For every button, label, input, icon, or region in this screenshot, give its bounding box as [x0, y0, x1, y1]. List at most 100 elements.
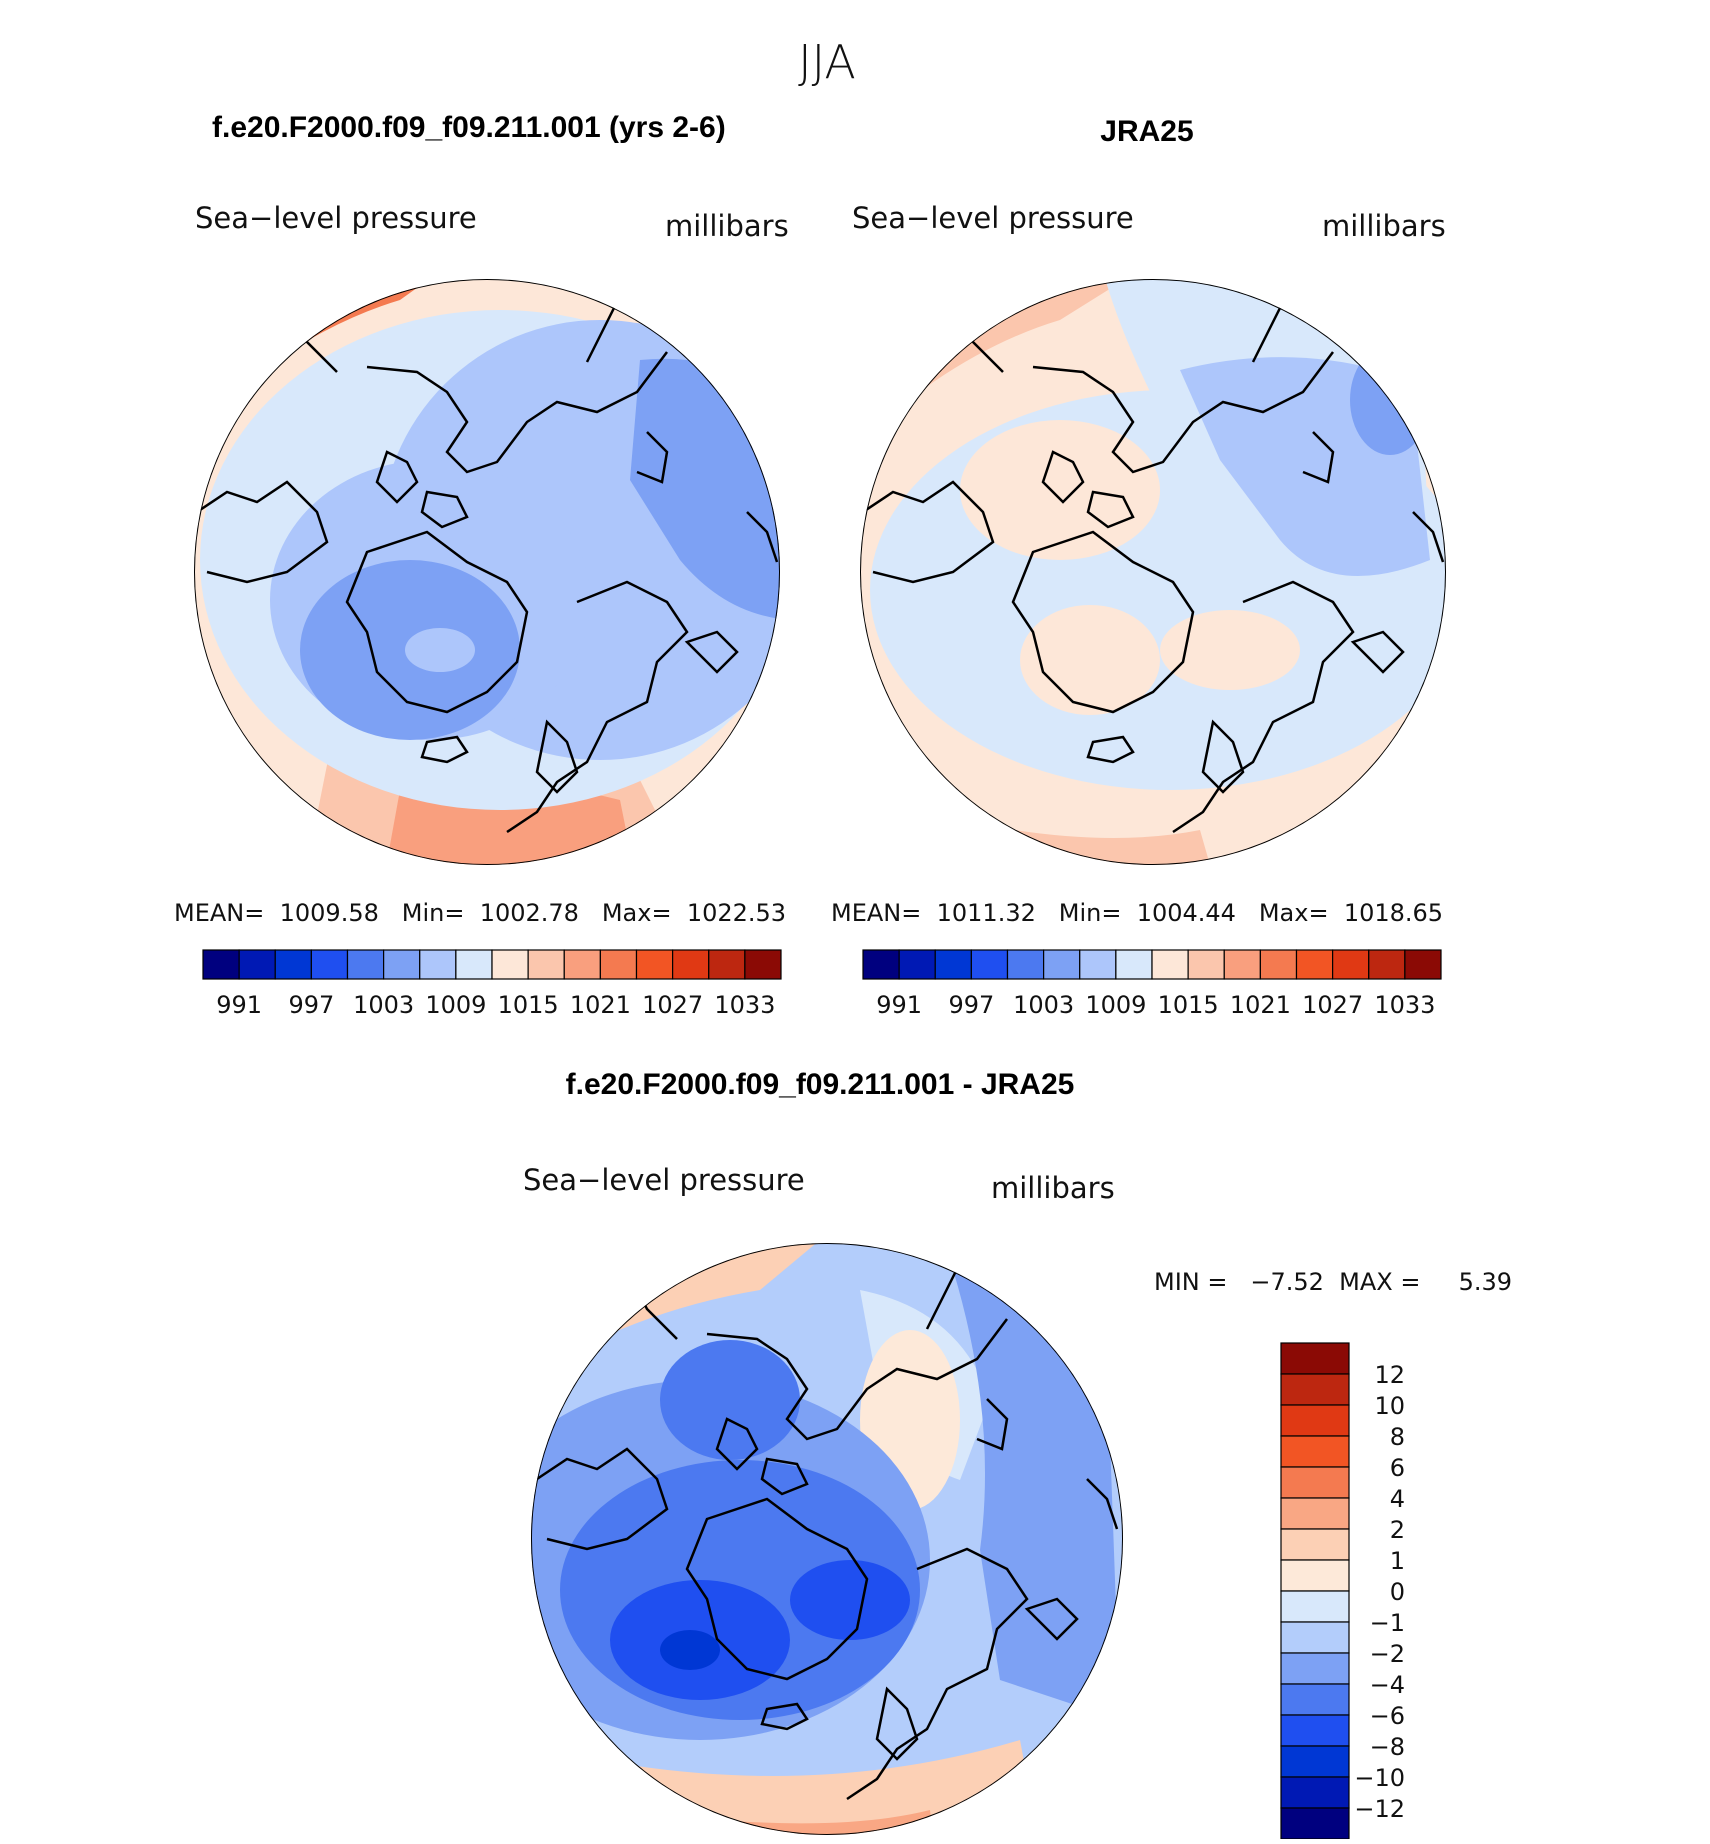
panel-model-title: f.e20.F2000.f09_f09.211.001 (yrs 2-6) [212, 111, 726, 144]
panel-model-map [194, 279, 780, 865]
model-colorbar-swatch-13 [672, 949, 710, 980]
obs-colorbar-swatch-1 [898, 949, 936, 980]
model-colorbar-swatch-1 [238, 949, 276, 980]
obs-colorbar-tick-label: 1003 [1013, 991, 1074, 1019]
obs-colorbar-swatch-8 [1151, 949, 1189, 980]
diff-colorbar-swatch-1 [1280, 1373, 1350, 1406]
panel-obs: JRA25 Sea−level pressure millibars MEAN=… [831, 115, 1446, 1019]
model-colorbar-swatch-6 [419, 949, 457, 980]
model-colorbar-swatch-9 [527, 949, 565, 980]
model-colorbar-tick-label: 1033 [714, 991, 775, 1019]
model-colorbar-tick-label: 991 [216, 991, 262, 1019]
diff-colorbar-swatch-11 [1280, 1683, 1350, 1716]
model-colorbar-tick-label: 1027 [642, 991, 703, 1019]
panel-obs-colorbar: 991 997 1003 1009 1015 1021 1027 1033 [862, 949, 1442, 1019]
diff-colorbar-tick-label: −8 [1370, 1733, 1405, 1761]
diff-colorbar-swatch-9 [1280, 1621, 1350, 1654]
panel-diff-units-label: millibars [991, 1171, 1115, 1205]
panel-obs-title: JRA25 [1100, 115, 1193, 148]
model-colorbar-tick-label: 1003 [353, 991, 414, 1019]
diff-colorbar-tick-label: 10 [1374, 1392, 1405, 1420]
obs-colorbar-swatch-5 [1043, 949, 1081, 980]
diff-colorbar-swatch-4 [1280, 1466, 1350, 1499]
diff-colorbar-tick-label: −6 [1370, 1702, 1405, 1730]
season-title: JJA [798, 35, 856, 89]
obs-colorbar-tick-label: 1033 [1374, 991, 1435, 1019]
diff-colorbar-swatch-8 [1280, 1590, 1350, 1623]
diff-colorbar-tick-label: −2 [1370, 1640, 1405, 1668]
model-colorbar-swatch-15 [744, 949, 782, 980]
obs-colorbar-swatch-3 [970, 949, 1009, 980]
model-colorbar-tick-label: 1009 [425, 991, 486, 1019]
model-colorbar-swatch-2 [274, 949, 312, 980]
panel-diff-field-label: Sea−level pressure [523, 1163, 805, 1197]
obs-colorbar-swatch-15 [1404, 949, 1442, 980]
diff-colorbar-swatch-2 [1280, 1404, 1350, 1437]
diff-colorbar-tick-label: 6 [1390, 1454, 1405, 1482]
diff-colorbar-tick-label: −4 [1370, 1671, 1405, 1699]
model-colorbar-swatch-8 [491, 949, 529, 980]
obs-colorbar-swatch-9 [1187, 949, 1225, 980]
diff-colorbar-swatch-12 [1280, 1714, 1350, 1747]
panel-diff-stats: MIN = −7.52 MAX = 5.39 [1154, 1268, 1512, 1296]
diff-colorbar-tick-label: −12 [1354, 1795, 1405, 1823]
diff-colorbar-swatch-3 [1280, 1435, 1350, 1468]
model-colorbar-swatch-10 [563, 949, 601, 980]
diff-colorbar-tick-label: 8 [1390, 1423, 1405, 1451]
panel-obs-map [860, 279, 1446, 865]
obs-colorbar-tick-label: 1021 [1230, 991, 1291, 1019]
diff-colorbar-tick-label: 4 [1390, 1485, 1405, 1513]
model-colorbar-swatch-3 [310, 949, 349, 980]
diff-colorbar-swatch-6 [1280, 1528, 1350, 1561]
diff-colorbar-swatch-0 [1280, 1342, 1350, 1375]
obs-colorbar-swatch-4 [1006, 949, 1045, 980]
panel-model-colorbar: 991 997 1003 1009 1015 1021 1027 1033 [202, 949, 782, 1019]
obs-colorbar-tick-label: 991 [876, 991, 922, 1019]
model-colorbar-swatch-0 [202, 949, 240, 980]
diff-colorbar-swatch-14 [1280, 1776, 1350, 1809]
panel-diff-map [531, 1243, 1123, 1835]
obs-colorbar-swatch-12 [1295, 949, 1334, 980]
model-colorbar-swatch-12 [635, 949, 674, 980]
obs-colorbar-swatch-6 [1079, 949, 1117, 980]
diff-colorbar-swatch-7 [1280, 1559, 1350, 1592]
obs-colorbar-swatch-7 [1115, 949, 1153, 980]
model-colorbar-tick-label: 1015 [498, 991, 559, 1019]
panel-obs-stats: MEAN= 1011.32 Min= 1004.44 Max= 1018.65 [831, 899, 1443, 927]
diff-colorbar-tick-label: 0 [1390, 1578, 1405, 1606]
model-colorbar-swatch-4 [346, 949, 385, 980]
obs-colorbar-swatch-13 [1332, 949, 1370, 980]
panel-diff-title: f.e20.F2000.f09_f09.211.001 - JRA25 [566, 1068, 1075, 1101]
model-colorbar-tick-label: 997 [288, 991, 334, 1019]
model-colorbar-tick-label: 1021 [570, 991, 631, 1019]
obs-colorbar-swatch-0 [862, 949, 900, 980]
model-colorbar-swatch-7 [455, 949, 493, 980]
panel-model-field-label: Sea−level pressure [195, 201, 477, 235]
obs-colorbar-tick-label: 1027 [1302, 991, 1363, 1019]
diff-colorbar-swatch-5 [1280, 1497, 1350, 1530]
obs-colorbar-tick-label: 997 [948, 991, 994, 1019]
model-colorbar-swatch-11 [599, 949, 638, 980]
panel-model: f.e20.F2000.f09_f09.211.001 (yrs 2-6) Se… [174, 111, 789, 1019]
panel-diff: f.e20.F2000.f09_f09.211.001 - JRA25 Sea−… [523, 1068, 1512, 1840]
panel-obs-field-label: Sea−level pressure [852, 201, 1134, 235]
model-colorbar-swatch-14 [708, 949, 746, 980]
obs-colorbar-swatch-2 [934, 949, 972, 980]
obs-colorbar-swatch-11 [1259, 949, 1298, 980]
diff-colorbar-tick-label: 12 [1374, 1361, 1405, 1389]
panel-obs-units-label: millibars [1322, 209, 1446, 243]
obs-colorbar-swatch-10 [1223, 949, 1261, 980]
diff-colorbar-tick-label: −10 [1354, 1764, 1405, 1792]
diff-colorbar-swatch-15 [1280, 1807, 1350, 1840]
panel-model-stats: MEAN= 1009.58 Min= 1002.78 Max= 1022.53 [174, 899, 786, 927]
obs-colorbar-swatch-14 [1368, 949, 1406, 980]
diff-colorbar-swatch-10 [1280, 1652, 1350, 1685]
diff-colorbar-tick-label: 1 [1390, 1547, 1405, 1575]
diff-colorbar-tick-label: 2 [1390, 1516, 1405, 1544]
model-colorbar-swatch-5 [383, 949, 421, 980]
obs-colorbar-tick-label: 1009 [1085, 991, 1146, 1019]
diff-colorbar-tick-label: −1 [1370, 1609, 1405, 1637]
diff-colorbar-swatch-13 [1280, 1745, 1350, 1778]
